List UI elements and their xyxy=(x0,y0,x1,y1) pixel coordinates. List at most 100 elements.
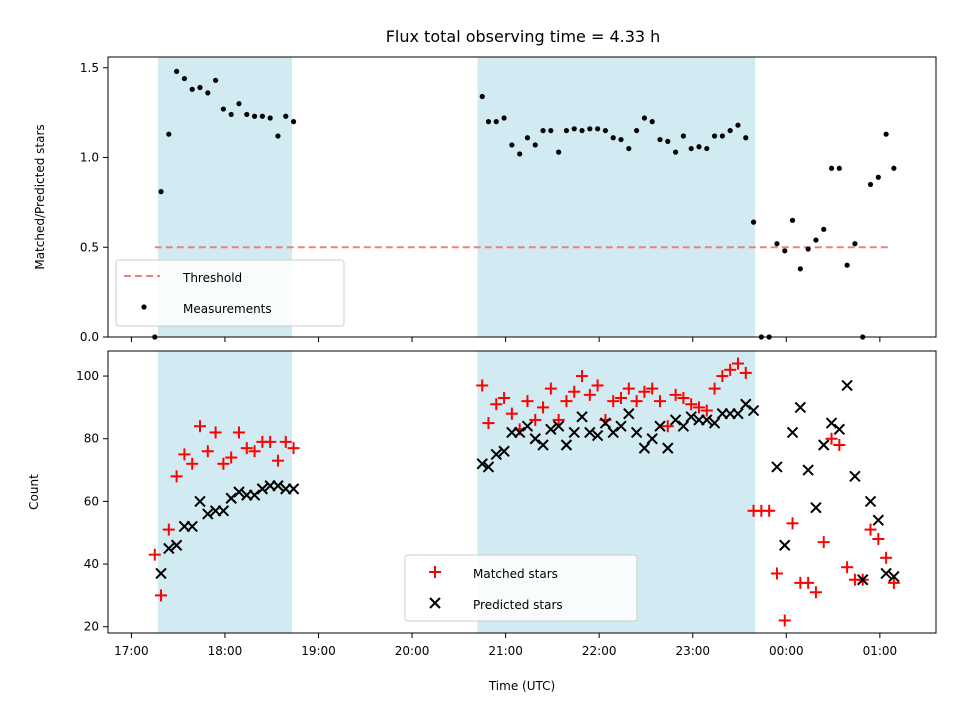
predicted-star-point xyxy=(779,539,791,551)
measurement-point xyxy=(618,136,624,143)
predicted-star-point xyxy=(864,495,877,508)
matched-star-point xyxy=(692,401,705,414)
matched-star-point xyxy=(217,457,230,470)
predicted-star-point xyxy=(513,426,526,439)
matched-star-point xyxy=(778,614,791,627)
matched-star-point xyxy=(622,382,635,395)
measurement-point xyxy=(867,181,874,188)
x-axis-label: Time (UTC) xyxy=(488,679,555,693)
matched-star-point xyxy=(591,379,604,392)
y-tick-label: 60 xyxy=(84,494,99,508)
bottom-x-ticks: 17:00 18:00 19:00 20:00 21:00 22:00 23:00 00:00… xyxy=(114,633,897,658)
matched-star-point xyxy=(476,379,489,392)
x-tick-label: 23:00 xyxy=(675,644,710,658)
measurement-point xyxy=(602,127,609,134)
matched-star-point xyxy=(194,420,206,433)
measurement-point xyxy=(220,106,226,112)
measurement-point xyxy=(626,145,632,152)
predicted-star-point xyxy=(591,429,604,442)
matched-star-point xyxy=(498,392,511,404)
matched-star-point xyxy=(833,439,846,451)
predicted-star-point xyxy=(576,411,588,423)
measurement-point xyxy=(259,113,265,119)
predicted-star-point xyxy=(677,420,690,432)
measurement-point xyxy=(883,131,889,137)
y-tick-label: 100 xyxy=(76,369,99,383)
predicted-star-point xyxy=(685,411,697,423)
measurement-point xyxy=(283,113,289,119)
matched-star-point xyxy=(770,567,783,580)
measurement-point xyxy=(813,237,819,243)
top-axes-frame xyxy=(107,56,937,338)
matched-star-point xyxy=(537,401,550,414)
matched-star-point xyxy=(521,395,534,408)
y-tick-label: 1.5 xyxy=(80,61,99,75)
measurement-point xyxy=(665,138,671,144)
matched-star-point xyxy=(615,392,628,404)
x-tick-label: 18:00 xyxy=(208,644,243,658)
measurement-point xyxy=(774,241,780,247)
predicted-star-point xyxy=(248,489,261,501)
matched-star-point xyxy=(841,561,854,574)
measurement-point xyxy=(696,144,702,150)
measurement-point xyxy=(891,165,897,171)
predicted-star-point xyxy=(786,426,799,439)
predicted-star-point xyxy=(732,407,744,420)
predicted-star-point xyxy=(482,461,495,473)
matched-star-point xyxy=(482,417,495,430)
predicted-star-point xyxy=(560,439,573,451)
predicted-star-point xyxy=(272,480,284,492)
x-tick-label: 00:00 xyxy=(769,644,804,658)
measurement-point xyxy=(821,226,827,232)
predicted-star-point xyxy=(771,461,783,473)
predicted-star-point xyxy=(568,426,580,439)
matched-star-point xyxy=(186,457,199,470)
predicted-star-point xyxy=(623,407,635,420)
measurement-point xyxy=(251,113,258,119)
matched-star-point xyxy=(731,357,744,370)
measurement-point xyxy=(485,119,492,125)
measurement-point xyxy=(634,127,640,134)
matched-star-point xyxy=(685,398,698,411)
measurement-point xyxy=(875,174,881,180)
x-tick-label: 21:00 xyxy=(488,644,523,658)
x-tick-label: 17:00 xyxy=(114,644,149,658)
measurement-point xyxy=(657,136,663,143)
predicted-star-point xyxy=(857,574,869,586)
matched-star-point xyxy=(786,517,799,530)
count-panel: 20 40 60 80 100 17:00 18:00 19:00 20:00 21:00 22:… xyxy=(27,350,937,693)
matched-star-point xyxy=(864,523,877,536)
measurement-point xyxy=(166,131,172,137)
predicted-legend-label: Predicted stars xyxy=(473,598,563,612)
measurement-point xyxy=(532,142,538,148)
measurement-point xyxy=(782,248,788,254)
measurement-point xyxy=(571,126,577,132)
measurement-point xyxy=(719,133,725,139)
predicted-star-point xyxy=(155,567,167,580)
matched-star-point xyxy=(708,382,721,395)
predicted-star-point xyxy=(662,442,674,454)
predicted-star-point xyxy=(747,404,760,417)
x-tick-label: 20:00 xyxy=(395,644,430,658)
predicted-star-point xyxy=(552,420,565,432)
predicted-stars-points xyxy=(155,379,900,586)
predicted-star-point xyxy=(584,426,596,439)
figure-title: Flux total observing time = 4.33 h xyxy=(386,27,661,46)
measurement-point xyxy=(805,246,811,252)
predicted-star-point xyxy=(802,464,814,476)
matched-star-point xyxy=(148,548,161,561)
measurement-point xyxy=(275,133,281,139)
measurement-point xyxy=(158,189,164,195)
matched-star-point xyxy=(155,589,168,602)
top-x-ticks xyxy=(130,337,881,342)
matched-star-point xyxy=(568,385,581,398)
measurement-point xyxy=(750,219,757,225)
matched-star-point xyxy=(225,451,238,464)
matched-star-point xyxy=(209,426,222,439)
predicted-star-point xyxy=(217,505,230,517)
measurement-points xyxy=(152,68,897,340)
threshold-legend-label: Threshold xyxy=(182,271,242,285)
matched-star-point xyxy=(264,435,277,448)
predicted-star-point xyxy=(599,417,612,429)
